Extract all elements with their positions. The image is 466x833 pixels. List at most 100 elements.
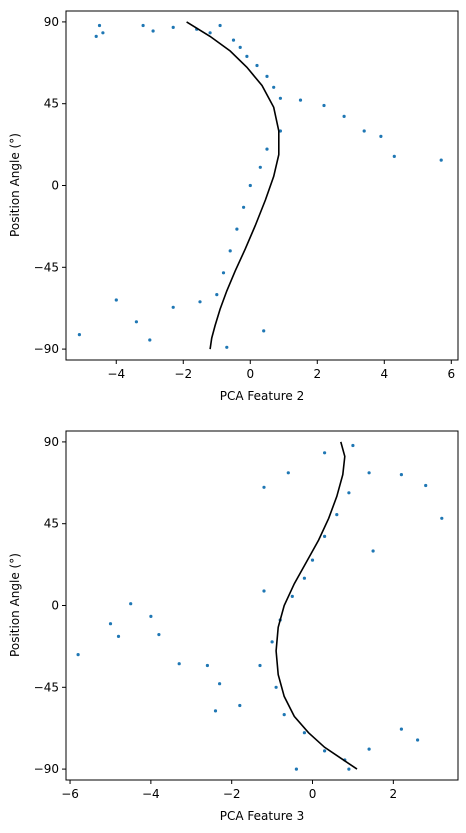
scatter-point	[171, 305, 175, 309]
plot-frame	[65, 10, 459, 361]
scatter-point	[265, 74, 269, 78]
scatter-point	[171, 25, 175, 29]
x-tick-label: 2	[390, 787, 398, 801]
scatter-point	[258, 663, 262, 668]
scatter-point	[242, 205, 246, 209]
scatter-point	[231, 38, 236, 42]
scatter-point	[392, 154, 396, 158]
x-tick-label: 0	[246, 367, 254, 381]
scatter-point	[302, 731, 306, 735]
y-tick-label: −45	[34, 260, 59, 274]
scatter-point	[270, 640, 274, 644]
x-axis-label: PCA Feature 2	[220, 389, 304, 403]
x-tick-label: 6	[447, 367, 455, 381]
scatter-point	[228, 249, 232, 253]
scatter-point	[416, 738, 420, 742]
scatter-point	[221, 271, 226, 275]
scatter-point	[440, 516, 444, 520]
scatter-point	[238, 703, 242, 708]
y-tick-label: 0	[51, 179, 59, 193]
scatter-point	[218, 682, 222, 686]
scatter-point	[351, 443, 355, 448]
scatter-point	[347, 767, 351, 771]
scatter-point	[225, 345, 229, 349]
x-tick-label: 2	[313, 367, 321, 381]
chart-panel-1: −4 −2 0 2 4 6 −90 −45 0 45 90 PCA Feature 2 Posit…	[8, 10, 459, 403]
scatter-point	[399, 727, 403, 731]
x-ticks: −4 −2 0 2 4 6	[107, 360, 455, 381]
x-tick-label: 0	[309, 787, 317, 801]
x-tick-label: −2	[223, 787, 241, 801]
scatter-point	[151, 29, 155, 33]
y-ticks: −90 −45 0 45 90	[34, 15, 66, 356]
scatter-point	[258, 165, 262, 169]
x-tick-label: −4	[142, 787, 160, 801]
scatter-point	[108, 622, 113, 626]
scatter-point	[379, 134, 383, 138]
y-axis-label: Position Angle (°)	[8, 133, 22, 237]
scatter-points	[77, 23, 443, 349]
x-ticks: −6 −4 −2 0 2	[61, 780, 397, 801]
scatter-point	[282, 713, 286, 717]
scatter-point	[157, 633, 161, 637]
scatter-point	[149, 614, 153, 619]
scatter-point	[424, 483, 428, 488]
scatter-point	[77, 333, 81, 337]
scatter-point	[215, 293, 219, 297]
scatter-point	[208, 31, 212, 35]
scatter-point	[235, 227, 239, 231]
scatter-point	[272, 85, 276, 89]
scatter-point	[134, 320, 138, 324]
scatter-point	[101, 31, 105, 35]
scatter-point	[290, 594, 294, 599]
scatter-point	[286, 471, 290, 475]
scatter-point	[262, 329, 266, 333]
x-tick-label: −4	[107, 367, 125, 381]
plot-frame	[65, 430, 459, 781]
scatter-point	[278, 96, 282, 100]
scatter-point	[367, 747, 371, 751]
y-tick-label: −90	[34, 762, 59, 776]
y-tick-label: −90	[34, 342, 59, 356]
scatter-point	[177, 662, 181, 666]
y-tick-label: 45	[44, 517, 59, 531]
x-tick-label: 4	[380, 367, 388, 381]
y-ticks: −90 −45 0 45 90	[34, 435, 66, 776]
scatter-point	[114, 298, 118, 302]
y-tick-label: 90	[44, 15, 59, 29]
scatter-point	[371, 549, 375, 553]
scatter-point	[294, 767, 298, 771]
fit-curve	[275, 441, 358, 770]
scatter-point	[274, 685, 278, 689]
scatter-point	[116, 634, 121, 639]
scatter-point	[323, 534, 327, 539]
scatter-point	[322, 103, 326, 108]
scatter-point	[262, 589, 266, 593]
y-tick-label: −45	[34, 680, 59, 694]
scatter-point	[213, 709, 218, 713]
scatter-point	[347, 491, 351, 495]
scatter-point	[245, 54, 249, 59]
scatter-point	[342, 114, 346, 118]
scatter-point	[141, 23, 145, 28]
scatter-point	[198, 300, 202, 304]
scatter-point	[302, 576, 306, 580]
scatter-point	[310, 558, 315, 562]
scatter-point	[362, 129, 366, 133]
x-tick-label: −6	[61, 787, 79, 801]
scatter-point	[323, 451, 327, 455]
scatter-point	[129, 602, 133, 606]
y-tick-label: 0	[51, 599, 59, 613]
x-axis-label: PCA Feature 3	[220, 809, 304, 823]
scatter-point	[335, 513, 339, 517]
scatter-point	[439, 158, 443, 162]
scatter-point	[265, 147, 269, 151]
scatter-point	[367, 471, 371, 475]
x-tick-label: −2	[174, 367, 192, 381]
scatter-point	[323, 749, 327, 753]
y-tick-label: 45	[44, 97, 59, 111]
fit-curve	[186, 21, 280, 350]
scatter-point	[238, 45, 242, 50]
scatter-point	[248, 183, 252, 188]
